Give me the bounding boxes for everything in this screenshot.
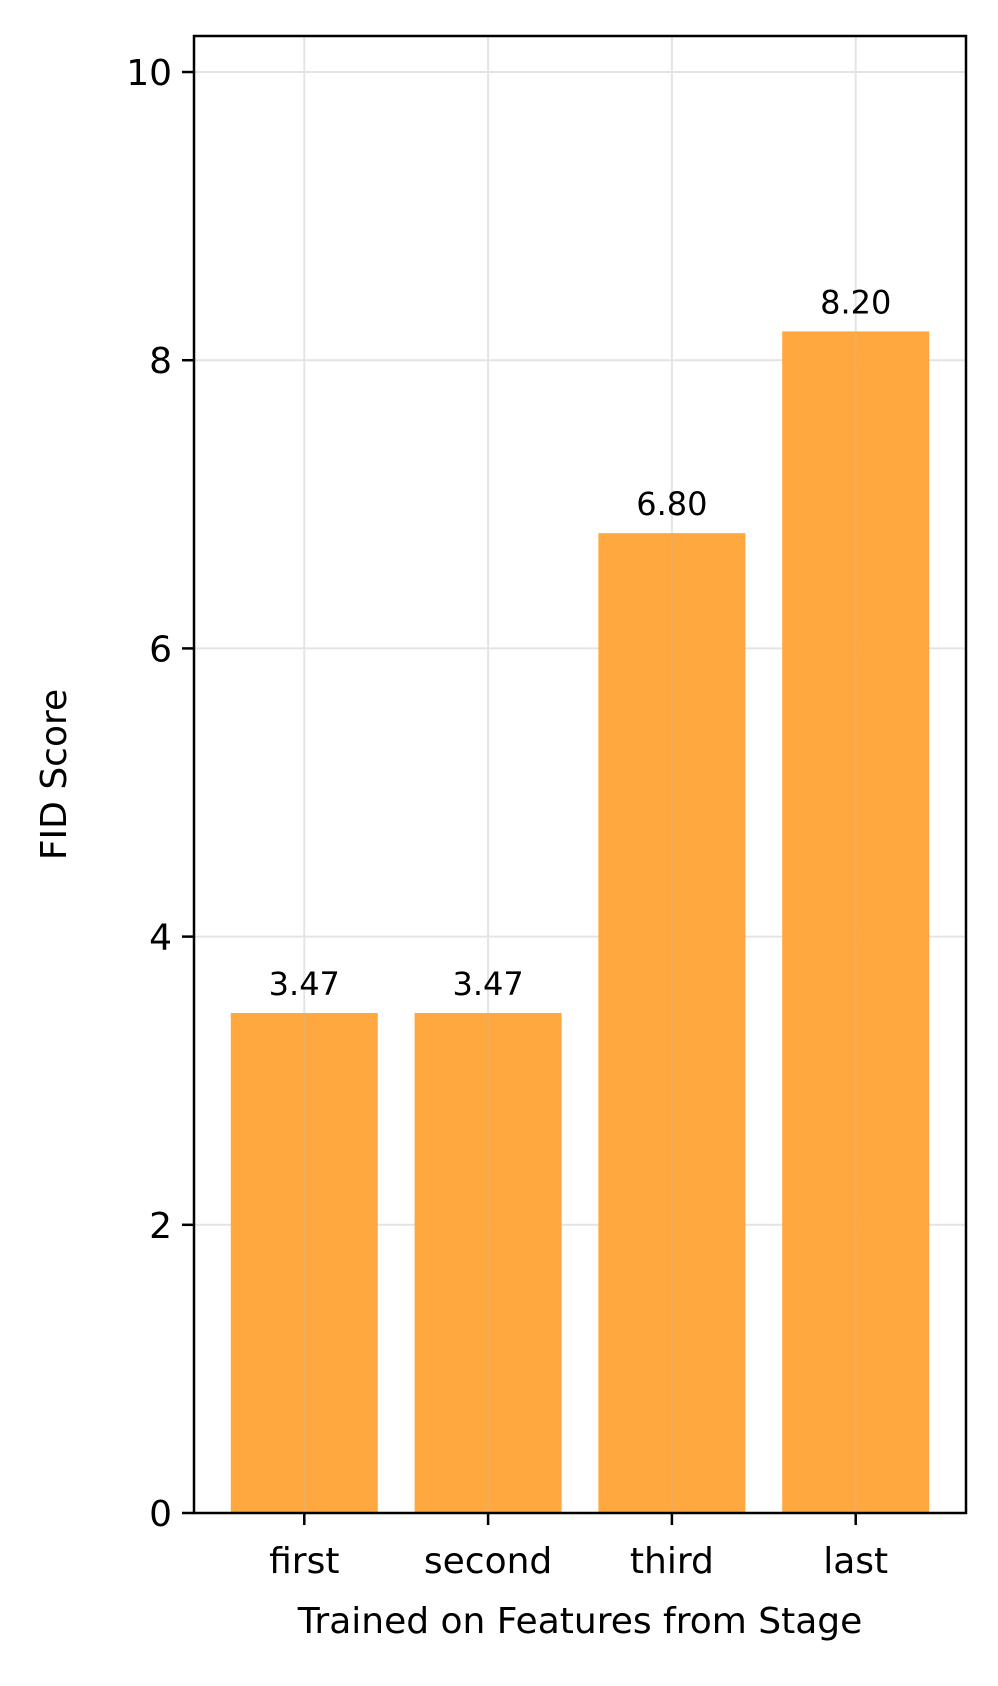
x-tick-label-second: second [424, 1541, 552, 1582]
y-tick-label: 10 [126, 53, 172, 94]
y-axis-label: FID Score [34, 689, 75, 860]
plot-frame [192, 34, 968, 1515]
bar-value-labels: 3.47 3.47 6.80 8.20 [269, 283, 892, 1003]
x-axis-label: Trained on Features from Stage [297, 1601, 863, 1642]
x-tick-label-first: first [269, 1541, 339, 1582]
x-tick-label-third: third [630, 1541, 714, 1582]
y-tick-label: 8 [149, 341, 172, 382]
bar-value-label: 3.47 [452, 965, 523, 1003]
x-tick-label-last: last [823, 1541, 888, 1582]
x-axis-ticks: first second third last [269, 1513, 888, 1582]
y-tick-label: 0 [149, 1494, 172, 1535]
bar-value-label: 6.80 [636, 485, 707, 523]
y-axis-ticks: 0 2 4 6 8 10 [126, 53, 194, 1535]
y-tick-label: 6 [149, 629, 172, 670]
bar-value-label: 8.20 [820, 283, 891, 321]
bar-value-label: 3.47 [269, 965, 340, 1003]
bars [230, 331, 930, 1513]
y-tick-label: 4 [149, 918, 172, 959]
y-tick-label: 2 [149, 1206, 172, 1247]
